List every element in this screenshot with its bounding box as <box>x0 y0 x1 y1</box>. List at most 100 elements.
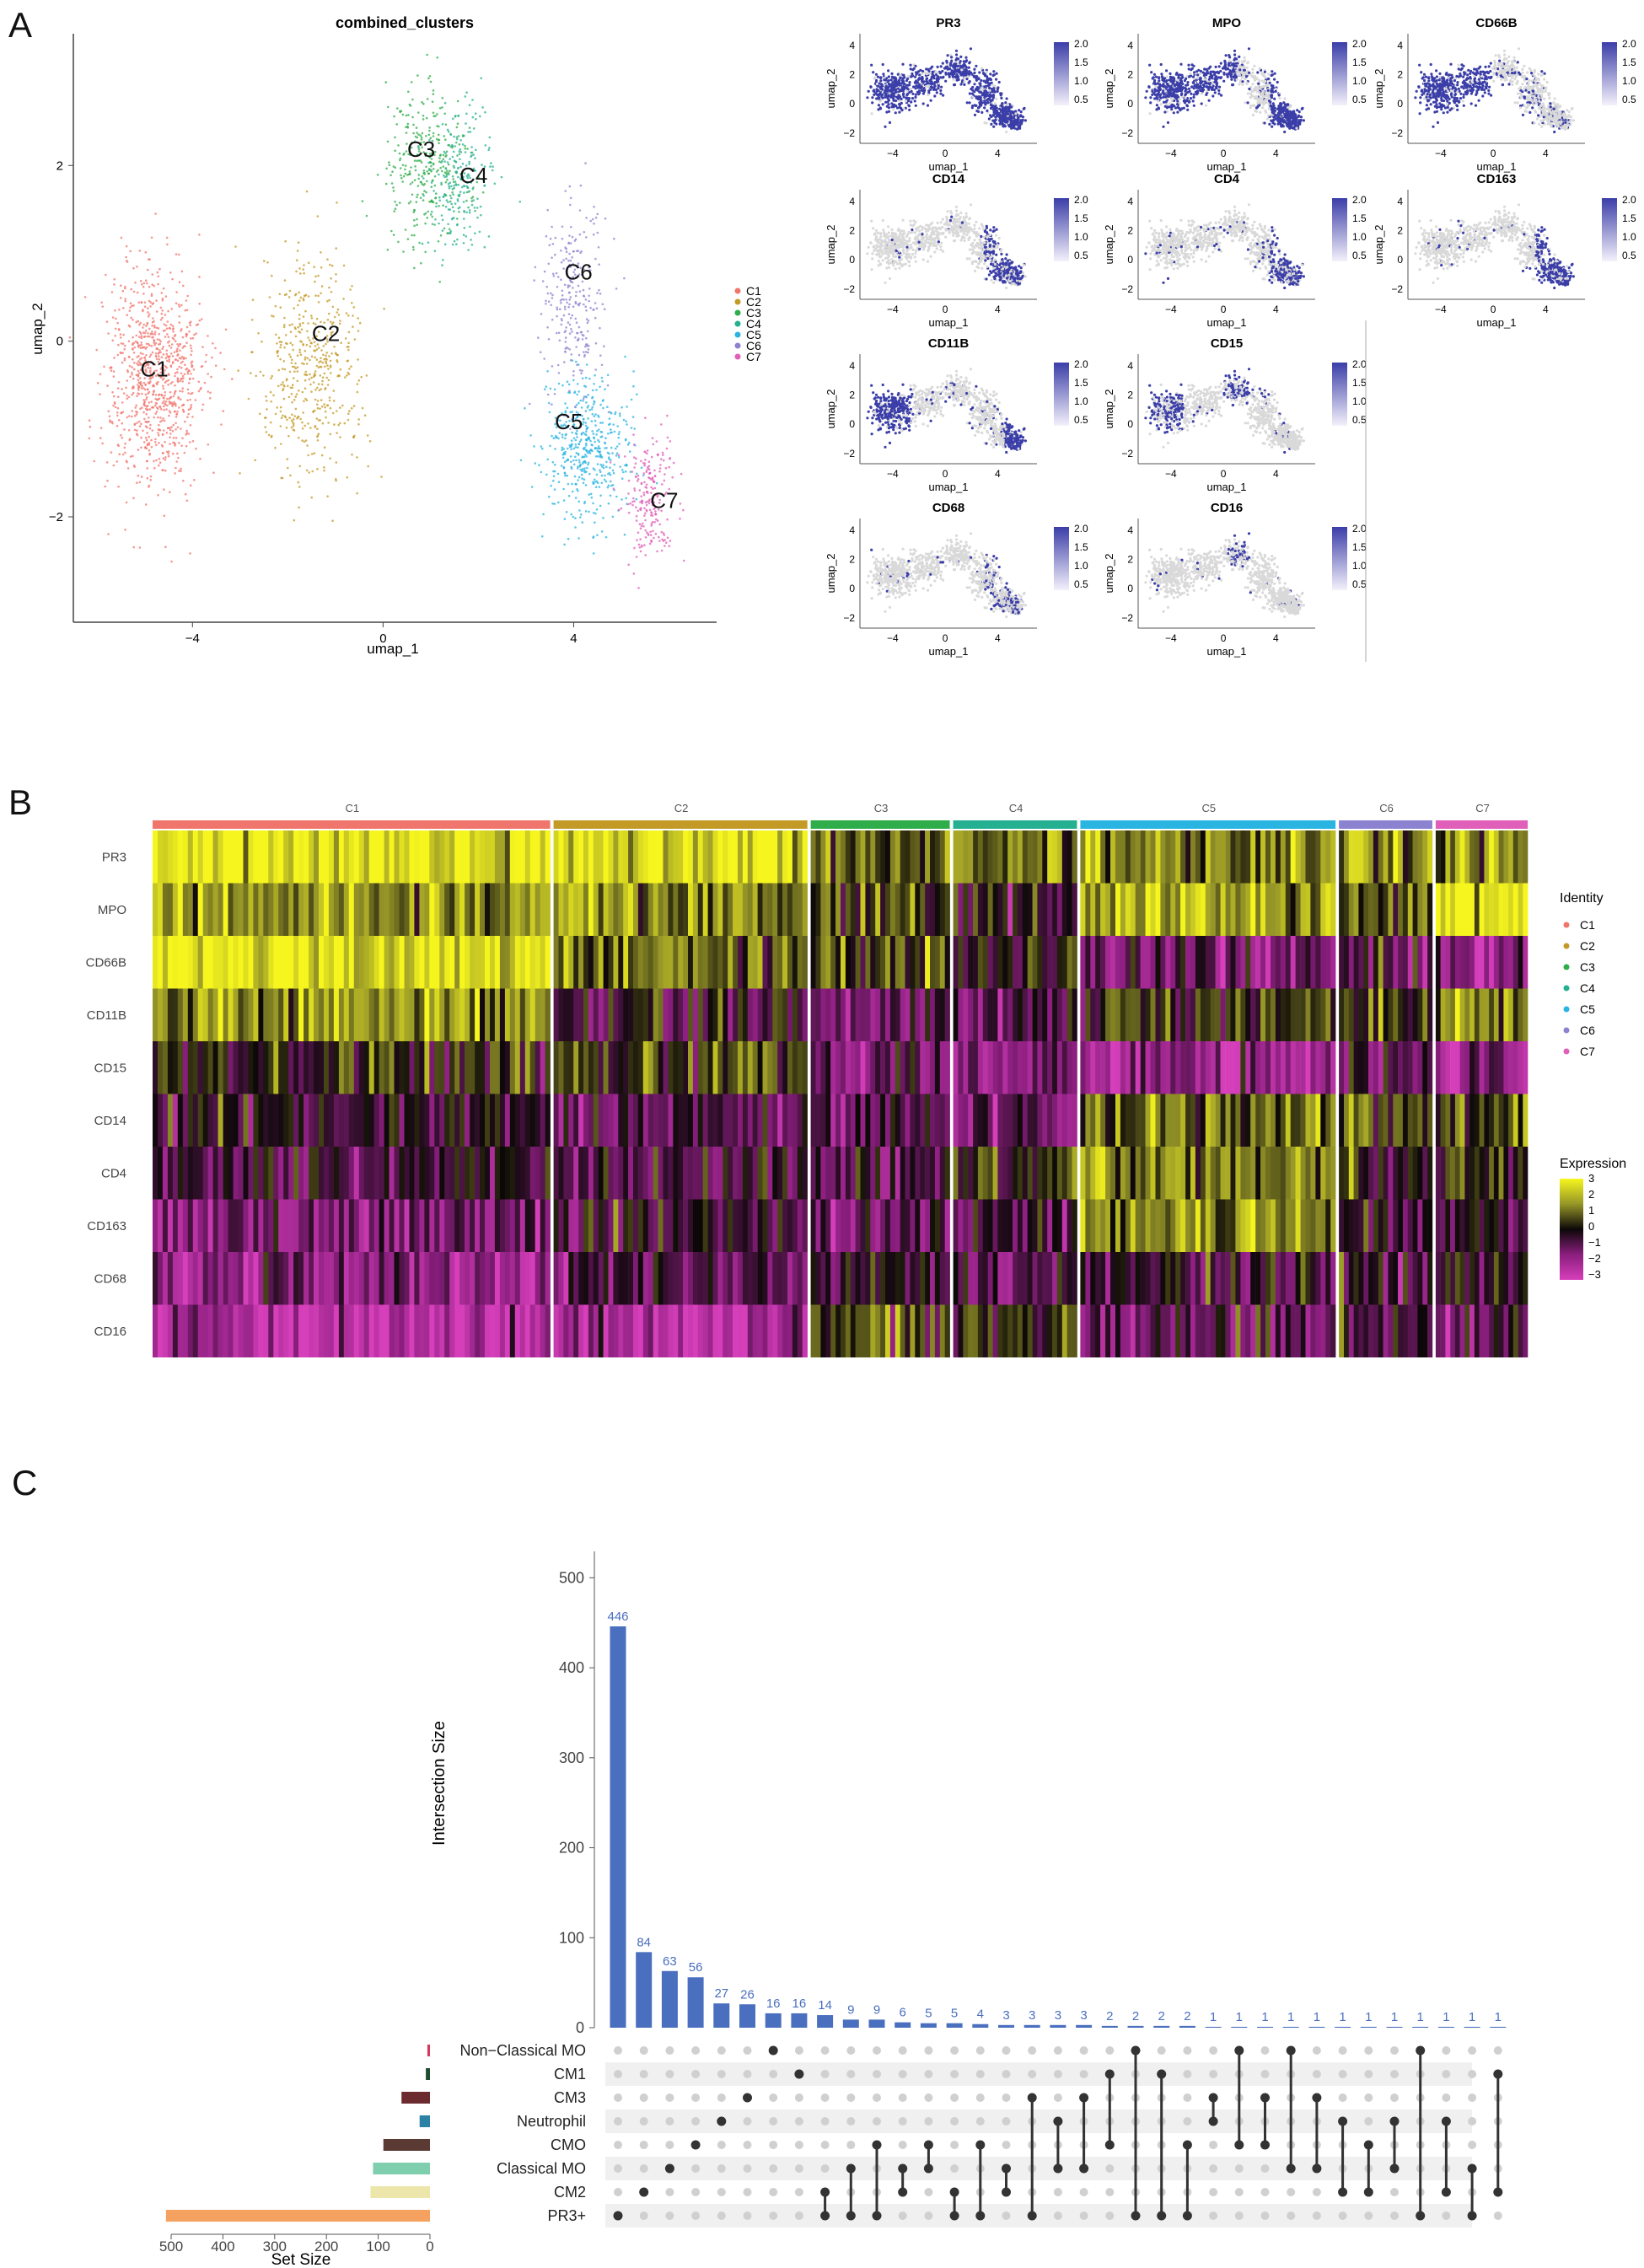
umap-point <box>546 458 549 461</box>
feature-point <box>1237 60 1240 63</box>
umap-point <box>541 447 544 450</box>
umap-point <box>440 183 443 186</box>
umap-point <box>492 165 494 168</box>
umap-point <box>155 326 158 330</box>
feature-point <box>1004 107 1007 110</box>
umap-point <box>113 283 116 286</box>
feature-point <box>1168 78 1171 82</box>
feature-point <box>923 89 927 92</box>
feature-point <box>1271 125 1274 128</box>
umap-point <box>606 486 610 489</box>
umap-point <box>574 443 578 446</box>
feature-point <box>1004 101 1007 105</box>
umap-point <box>313 266 315 269</box>
umap-point <box>137 341 139 345</box>
umap-point <box>314 425 317 427</box>
umap-point <box>404 164 407 167</box>
feature-point <box>995 97 998 100</box>
umap-point <box>237 369 239 372</box>
umap-point <box>455 243 458 246</box>
umap-point <box>484 110 486 114</box>
feature-point <box>921 92 925 95</box>
umap-point <box>588 270 591 272</box>
umap-point <box>144 368 148 371</box>
umap-point <box>568 323 572 326</box>
feature-point <box>1011 126 1015 129</box>
umap-point <box>142 323 145 326</box>
umap-point <box>578 500 581 503</box>
umap-point <box>561 446 564 449</box>
umap-point <box>563 518 567 520</box>
feature-point <box>895 106 900 110</box>
umap-point <box>575 346 578 348</box>
umap-point <box>466 176 469 180</box>
umap-point <box>608 456 610 459</box>
umap-point <box>175 302 178 305</box>
feature-point <box>1187 67 1190 71</box>
umap-point <box>140 341 142 344</box>
feature-point <box>1213 91 1217 94</box>
feature-point <box>970 87 973 91</box>
umap-title: combined_clusters <box>336 14 474 31</box>
umap-point <box>420 136 423 139</box>
feature-point <box>901 62 905 66</box>
umap-point <box>309 383 312 386</box>
feature-point <box>957 57 960 61</box>
umap-point <box>564 341 567 343</box>
legend-label: C6 <box>746 339 761 352</box>
umap-point <box>625 470 627 473</box>
feature-point <box>1012 121 1015 124</box>
umap-point <box>585 401 588 404</box>
umap-point <box>585 363 588 366</box>
umap-point <box>584 438 588 441</box>
umap-point <box>413 208 416 212</box>
feature-point <box>909 63 912 67</box>
umap-point <box>422 194 425 197</box>
umap-point <box>427 161 430 164</box>
feature-point <box>988 77 992 81</box>
umap-point <box>578 233 582 236</box>
feature-point <box>1271 84 1275 88</box>
umap-point <box>224 328 228 331</box>
umap-point <box>598 428 600 431</box>
feature-point <box>1266 83 1270 87</box>
umap-point <box>437 169 439 172</box>
umap-point <box>320 266 323 269</box>
feature-point <box>1159 93 1163 96</box>
feature-point <box>947 73 950 76</box>
feature-point <box>1014 112 1018 116</box>
umap-point <box>115 317 117 320</box>
umap-point <box>149 301 153 304</box>
umap-point <box>126 314 128 317</box>
umap-point <box>575 360 578 363</box>
umap-point <box>633 466 636 469</box>
umap-point <box>470 239 472 241</box>
umap-point <box>210 375 212 379</box>
feature-point <box>1238 68 1242 72</box>
feature-point <box>887 94 890 98</box>
umap-point <box>271 274 273 277</box>
umap-point <box>120 236 123 239</box>
umap-point <box>574 526 577 529</box>
umap-point <box>567 286 570 289</box>
umap-point <box>547 300 551 304</box>
umap-point <box>317 294 320 298</box>
umap-point <box>132 290 136 293</box>
umap-point <box>431 100 434 103</box>
feature-point <box>1218 85 1222 89</box>
umap-point <box>430 148 433 151</box>
umap-point <box>164 469 167 472</box>
umap-point <box>463 185 466 187</box>
umap-point <box>151 331 153 333</box>
umap-point <box>178 442 180 444</box>
feature-point <box>1163 89 1168 93</box>
umap-point <box>190 392 192 395</box>
umap-point <box>286 458 289 460</box>
umap-point <box>596 212 599 216</box>
feature-point <box>1235 69 1238 73</box>
umap-point <box>642 472 646 475</box>
umap-point <box>583 478 586 481</box>
umap-point <box>456 99 459 103</box>
feature-point <box>990 81 993 84</box>
umap-point <box>645 509 648 513</box>
